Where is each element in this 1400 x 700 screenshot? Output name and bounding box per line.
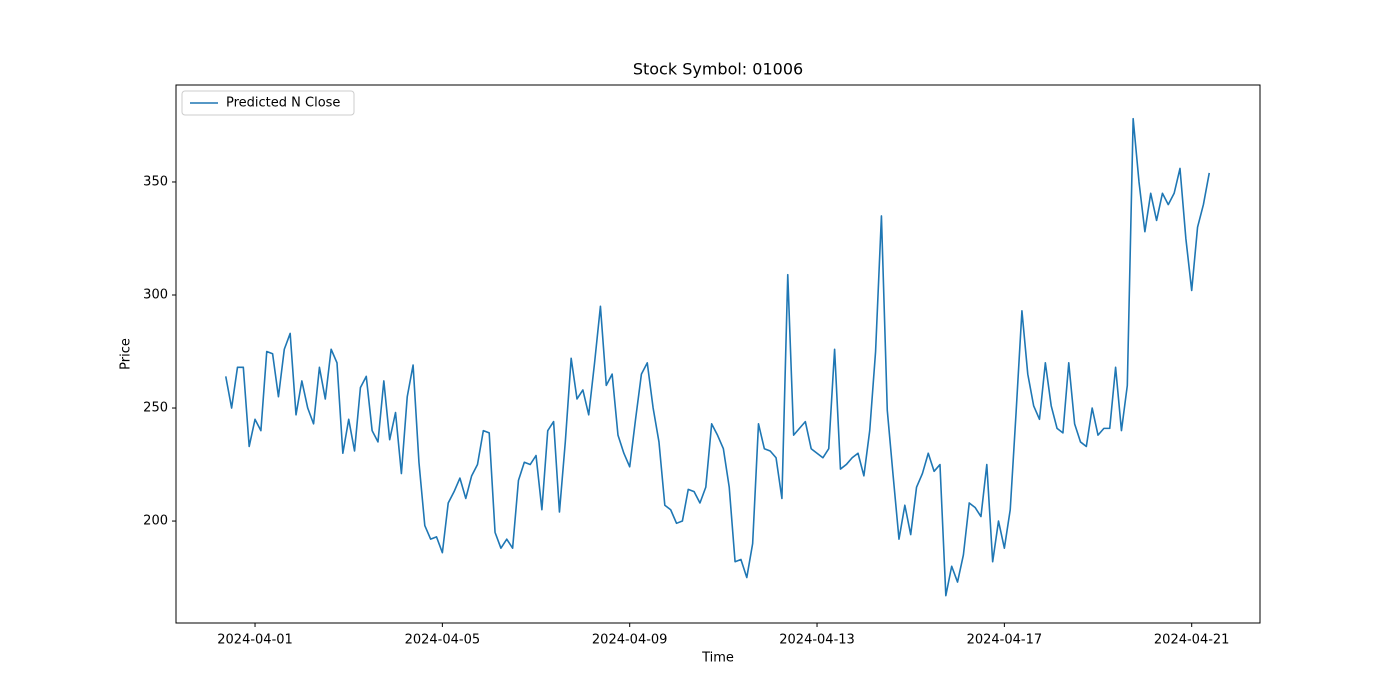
y-tick-label: 300 (143, 288, 168, 303)
x-tick-label: 2024-04-17 (967, 633, 1043, 648)
y-tick-label: 250 (143, 401, 168, 416)
x-tick-label: 2024-04-01 (217, 633, 293, 648)
legend-label: Predicted N Close (226, 96, 340, 111)
chart-title: Stock Symbol: 01006 (633, 60, 803, 79)
line (224, 117, 1211, 597)
x-tick-label: 2024-04-21 (1154, 633, 1230, 648)
x-axis-label: Time (701, 651, 734, 666)
x-tick-label: 2024-04-09 (592, 633, 668, 648)
y-tick-label: 200 (143, 514, 168, 529)
legend-box (181, 90, 355, 116)
x-tick-label: 2024-04-05 (405, 633, 481, 648)
plot-frame (175, 84, 1261, 624)
y-axis-label: Price (119, 338, 134, 370)
x-tick-label: 2024-04-13 (779, 633, 855, 648)
y-tick-label: 350 (143, 174, 168, 189)
